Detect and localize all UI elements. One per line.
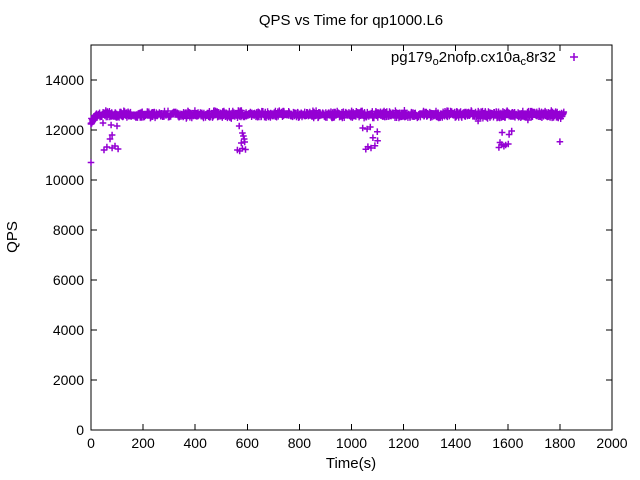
x-tick-label: 1600 — [492, 435, 523, 451]
series-outlier-points — [87, 115, 564, 166]
y-tick-label: 2000 — [53, 372, 84, 388]
y-tick-label: 0 — [76, 422, 84, 438]
chart-title: QPS vs Time for qp1000.L6 — [259, 12, 443, 29]
x-axis-ticks: 0 200 400 600 800 1000 1200 1400 1600 1800 2000 — [87, 45, 628, 451]
x-tick-label: 2000 — [596, 435, 627, 451]
x-tick-label: 800 — [288, 435, 312, 451]
x-tick-label: 0 — [87, 435, 95, 451]
x-tick-label: 1000 — [336, 435, 367, 451]
x-tick-label: 1800 — [544, 435, 575, 451]
legend-series-label: pg179o2nofp.cx10ac8r32 — [391, 49, 556, 68]
x-tick-label: 600 — [236, 435, 260, 451]
y-tick-label: 6000 — [53, 272, 84, 288]
x-axis-label: Time(s) — [326, 455, 376, 472]
x-tick-label: 1200 — [388, 435, 419, 451]
y-axis-ticks: 0 2000 4000 6000 8000 10000 12000 14000 — [45, 72, 612, 438]
y-tick-label: 4000 — [53, 322, 84, 338]
legend: pg179o2nofp.cx10ac8r32 — [391, 49, 578, 68]
plot-border — [90, 44, 613, 431]
x-tick-label: 400 — [184, 435, 208, 451]
data-points — [87, 107, 568, 166]
y-axis-label: QPS — [4, 221, 21, 253]
y-tick-label: 14000 — [45, 72, 84, 88]
y-tick-label: 10000 — [45, 172, 84, 188]
legend-plus-marker — [570, 53, 578, 61]
y-tick-label: 8000 — [53, 222, 84, 238]
x-tick-label: 200 — [131, 435, 155, 451]
series-band-points — [87, 107, 568, 127]
y-tick-label: 12000 — [45, 122, 84, 138]
x-tick-label: 1400 — [440, 435, 471, 451]
